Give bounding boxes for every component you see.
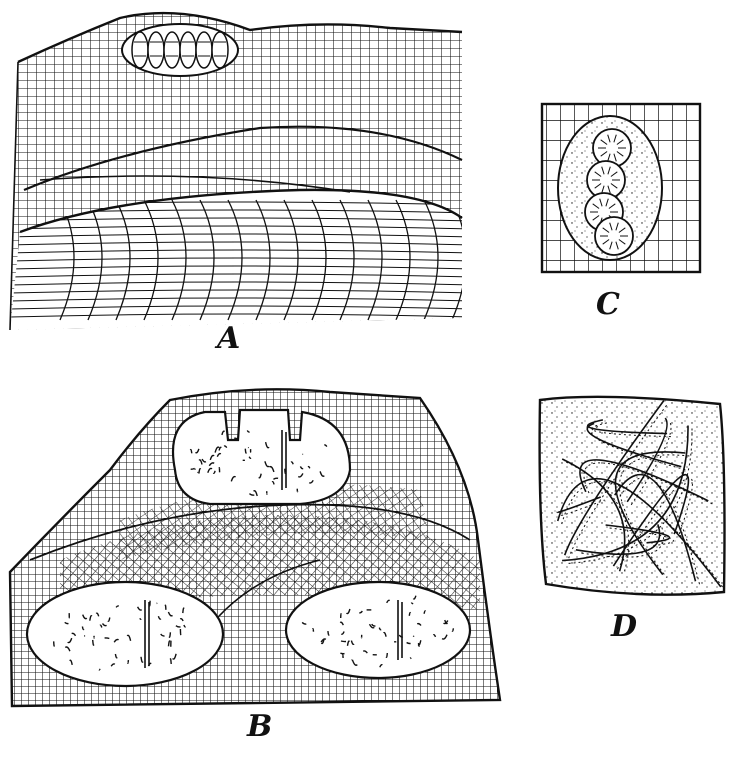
panel-d-label: D: [611, 609, 638, 644]
panel-b-label: B: [247, 709, 273, 744]
panel-c-drawing: [540, 102, 702, 274]
panel-b-drawing: [8, 388, 502, 708]
panel-a-drawing: [9, 11, 463, 331]
panel-d-drawing: [538, 395, 726, 596]
panel-a-label: A: [217, 321, 241, 356]
panel-c-label: C: [596, 287, 620, 322]
